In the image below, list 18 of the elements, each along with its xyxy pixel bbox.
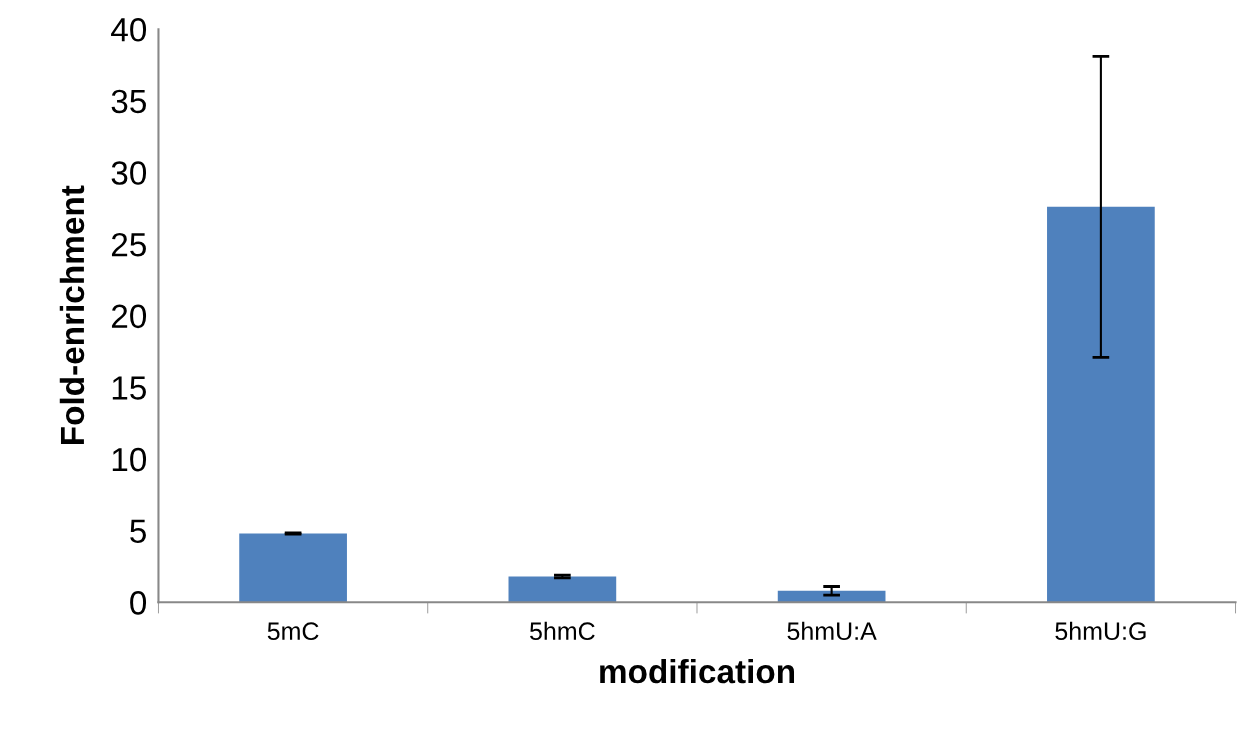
- bar: [239, 533, 347, 603]
- y-tick-label: 10: [112, 447, 147, 472]
- y-tick-label: 5: [130, 519, 146, 544]
- x-tick-label: 5hmU:A: [787, 621, 877, 641]
- y-tick-label: 25: [111, 232, 146, 257]
- y-axis-title: Fold-enrichment: [59, 185, 85, 445]
- y-tick-label: 40: [111, 18, 147, 42]
- y-tick-label: 0: [130, 591, 147, 615]
- x-axis-title: modification: [600, 658, 795, 684]
- x-tick-label: 5hmU:G: [1055, 621, 1146, 641]
- y-tick-label: 15: [112, 376, 146, 400]
- bar: [1047, 206, 1155, 603]
- x-tick-label: 5hmC: [530, 621, 595, 641]
- y-tick-label: 20: [111, 304, 147, 329]
- x-tick-label: 5mC: [267, 622, 319, 641]
- y-tick-label: 30: [111, 161, 147, 185]
- bar: [508, 576, 617, 603]
- y-tick-label: 35: [111, 89, 146, 114]
